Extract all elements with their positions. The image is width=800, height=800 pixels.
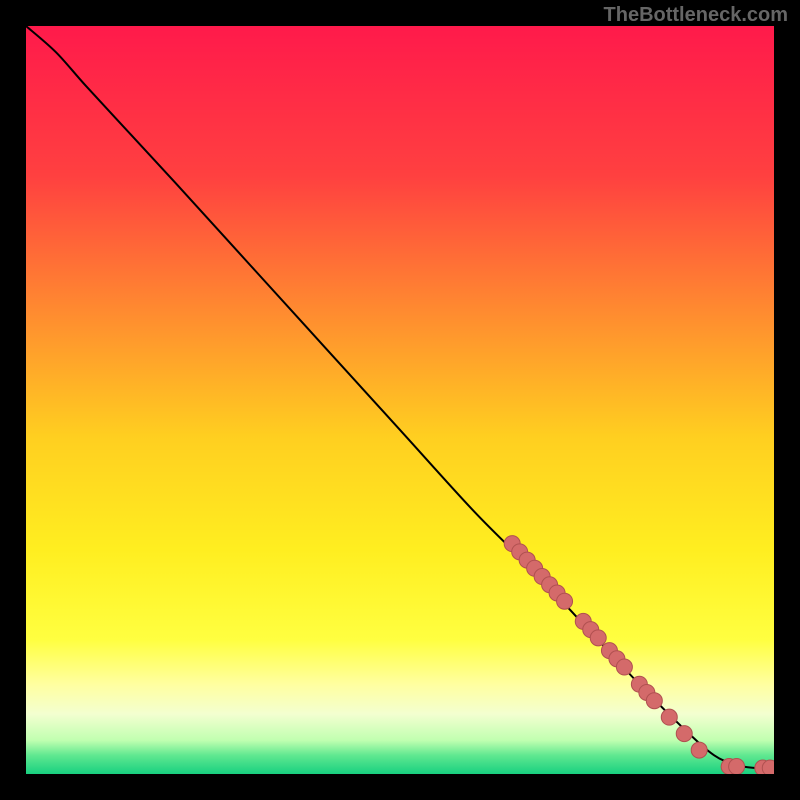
data-point [691,742,707,758]
data-point [616,659,632,675]
data-point [676,726,692,742]
watermark-text: TheBottleneck.com [604,4,788,27]
data-point [590,630,606,646]
chart-svg [26,26,774,774]
data-point [557,593,573,609]
plot-area [26,26,774,774]
data-point [729,759,745,774]
gradient-background [26,26,774,774]
data-point [646,693,662,709]
data-point [661,709,677,725]
chart-frame: TheBottleneck.com [0,0,800,800]
